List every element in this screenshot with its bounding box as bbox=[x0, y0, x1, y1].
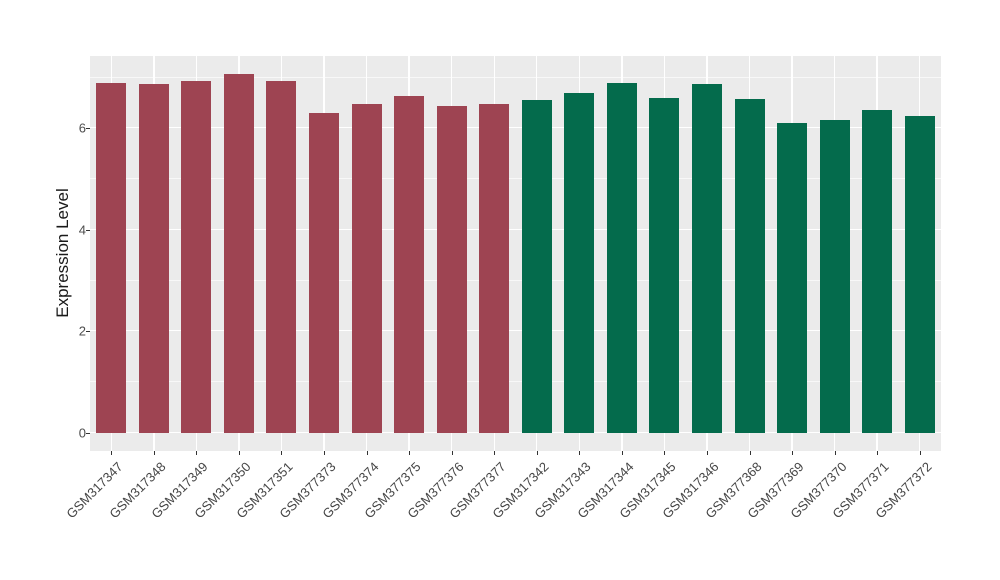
ytick-label-4: 4 bbox=[78, 222, 86, 238]
bar-GSM377375 bbox=[394, 96, 425, 434]
xtick-mark-GSM317342 bbox=[536, 451, 538, 455]
bar-GSM377373 bbox=[309, 112, 340, 434]
ytick-mark-4 bbox=[86, 229, 90, 231]
bar-GSM317351 bbox=[266, 81, 297, 434]
bar-GSM317350 bbox=[223, 73, 254, 434]
bar-GSM377374 bbox=[351, 104, 382, 434]
bar-GSM317347 bbox=[96, 82, 127, 434]
xtick-mark-GSM377371 bbox=[877, 451, 879, 455]
xtick-mark-GSM317346 bbox=[706, 451, 708, 455]
bar-GSM317343 bbox=[564, 92, 595, 434]
bar-GSM377370 bbox=[819, 120, 850, 434]
xtick-mark-GSM377373 bbox=[324, 451, 326, 455]
xtick-mark-GSM377370 bbox=[834, 451, 836, 455]
gridline-major-y2 bbox=[90, 330, 941, 332]
gridline-major-y6 bbox=[90, 126, 941, 129]
ytick-mark-2 bbox=[86, 331, 90, 333]
ytick-mark-0 bbox=[86, 433, 90, 435]
ytick-label-6: 6 bbox=[78, 120, 86, 136]
bar-GSM317345 bbox=[649, 97, 680, 434]
xtick-mark-GSM377372 bbox=[919, 451, 921, 455]
bar-GSM317348 bbox=[138, 83, 169, 434]
bar-GSM377368 bbox=[734, 98, 765, 434]
gridline-major-y4 bbox=[90, 228, 941, 230]
bar-GSM377371 bbox=[862, 109, 893, 434]
bar-GSM317344 bbox=[606, 82, 637, 434]
xtick-mark-GSM377369 bbox=[792, 451, 794, 455]
xtick-mark-GSM377377 bbox=[494, 451, 496, 455]
xtick-mark-GSM317348 bbox=[153, 451, 155, 455]
ytick-label-0: 0 bbox=[78, 425, 86, 441]
bar-GSM377372 bbox=[904, 115, 935, 434]
xtick-mark-GSM377374 bbox=[366, 451, 368, 455]
bar-GSM317346 bbox=[691, 83, 722, 434]
gridline-minor-y3 bbox=[90, 279, 941, 281]
bar-GSM317342 bbox=[521, 99, 552, 434]
bar-GSM317349 bbox=[181, 81, 212, 434]
ytick-mark-6 bbox=[86, 128, 90, 130]
ytick-label-2: 2 bbox=[78, 323, 86, 339]
plot-panel bbox=[90, 56, 941, 451]
xtick-mark-GSM377368 bbox=[749, 451, 751, 455]
gridline-minor-y1 bbox=[90, 381, 941, 383]
xtick-mark-GSM317350 bbox=[238, 451, 240, 455]
xtick-mark-GSM377376 bbox=[451, 451, 453, 455]
gridline-minor-y7 bbox=[90, 76, 941, 78]
xtick-mark-GSM317347 bbox=[111, 451, 113, 455]
gridline-major-y0 bbox=[90, 431, 941, 434]
bar-GSM377369 bbox=[777, 122, 808, 434]
xtick-mark-GSM317345 bbox=[664, 451, 666, 455]
gridline-minor-y5 bbox=[90, 178, 941, 180]
bar-GSM377376 bbox=[436, 105, 467, 434]
xtick-mark-GSM317344 bbox=[621, 451, 623, 455]
xtick-mark-GSM317349 bbox=[196, 451, 198, 455]
xtick-mark-GSM377375 bbox=[409, 451, 411, 455]
xtick-mark-GSM317343 bbox=[579, 451, 581, 455]
xtick-mark-GSM317351 bbox=[281, 451, 283, 455]
y-axis-title: Expression Level bbox=[53, 188, 72, 318]
bar-GSM377377 bbox=[479, 104, 510, 434]
